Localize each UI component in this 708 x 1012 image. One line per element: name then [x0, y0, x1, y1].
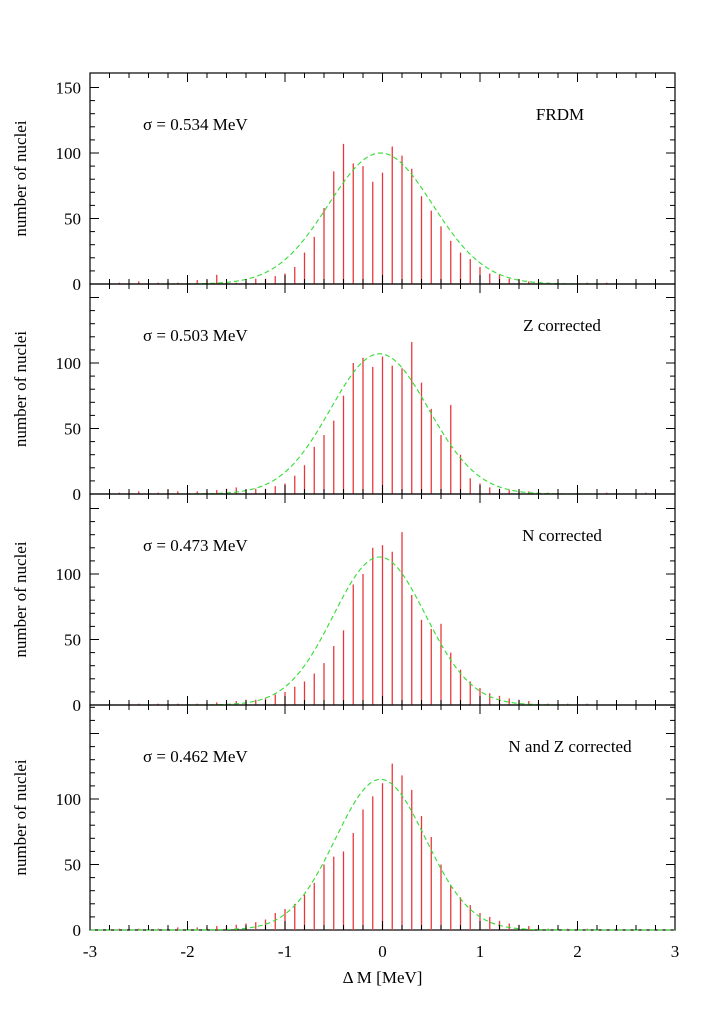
panel-1: [89, 72, 676, 285]
y-tick-label: 0: [73, 696, 82, 715]
x-axis-label: Δ M [MeV]: [343, 968, 423, 987]
x-tick-label: -1: [278, 942, 292, 961]
panel-label: N corrected: [522, 526, 602, 545]
x-tick-label: -3: [83, 942, 97, 961]
panel-2: [89, 283, 676, 495]
y-tick-label: 100: [56, 354, 82, 373]
panel-label: FRDM: [536, 105, 584, 124]
y-tick-label: 100: [56, 565, 82, 584]
sigma-annotation: σ = 0.534 MeV: [143, 115, 248, 134]
y-axis-label: number of nuclei: [11, 120, 30, 236]
y-axis-label: number of nuclei: [11, 541, 30, 657]
y-tick-label: 50: [64, 420, 81, 439]
x-tick-label: 0: [378, 942, 387, 961]
y-tick-label: 150: [56, 79, 82, 98]
y-tick-label: 0: [73, 275, 82, 294]
sigma-annotation: σ = 0.473 MeV: [143, 536, 248, 555]
sigma-annotation: σ = 0.462 MeV: [143, 747, 248, 766]
panel-4: [89, 704, 676, 931]
panel-3: [89, 493, 676, 706]
y-tick-label: 0: [73, 485, 82, 504]
y-tick-label: 50: [64, 210, 81, 229]
y-tick-label: 100: [56, 144, 82, 163]
y-tick-label: 50: [64, 856, 81, 875]
y-axis-label: number of nuclei: [11, 759, 30, 875]
x-tick-label: -2: [180, 942, 194, 961]
panel-label: N and Z corrected: [508, 737, 632, 756]
x-tick-label: 3: [671, 942, 680, 961]
y-axis-label: number of nuclei: [11, 331, 30, 447]
y-tick-label: 50: [64, 631, 81, 650]
panel-label: Z corrected: [523, 316, 601, 335]
sigma-annotation: σ = 0.503 MeV: [143, 326, 248, 345]
x-tick-label: 2: [573, 942, 582, 961]
y-tick-label: 100: [56, 790, 82, 809]
x-tick-label: 1: [476, 942, 485, 961]
y-tick-label: 0: [73, 921, 82, 940]
